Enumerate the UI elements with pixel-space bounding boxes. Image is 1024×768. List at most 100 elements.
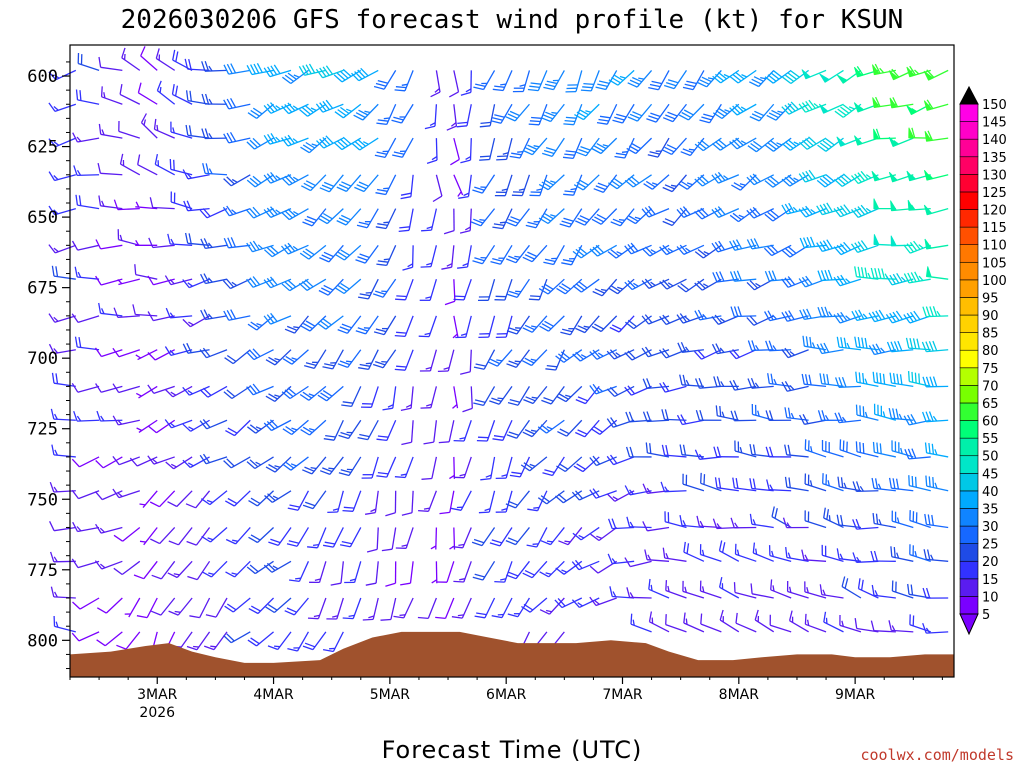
wind-barb bbox=[839, 439, 862, 458]
wind-barb bbox=[782, 517, 809, 529]
wind-barb bbox=[833, 204, 862, 218]
wind-barb bbox=[71, 558, 100, 569]
wind-barb bbox=[855, 441, 879, 458]
wind-barb bbox=[267, 631, 292, 651]
wind-barb bbox=[51, 444, 76, 458]
wind-barb bbox=[401, 490, 414, 516]
wind-barb bbox=[730, 306, 757, 318]
wind-barb bbox=[167, 233, 193, 246]
wind-barb bbox=[505, 208, 530, 227]
colorbar-segment bbox=[959, 226, 979, 245]
wind-barb bbox=[335, 244, 362, 261]
wind-barb bbox=[923, 204, 949, 216]
wind-barb bbox=[223, 131, 251, 144]
wind-barb bbox=[711, 206, 740, 218]
wind-barb bbox=[223, 309, 251, 321]
colorbar-label: 140 bbox=[982, 133, 1007, 148]
colorbar-label: 30 bbox=[982, 520, 999, 535]
wind-barb bbox=[496, 137, 513, 161]
colorbar-segment bbox=[959, 560, 979, 580]
colorbar-label: 85 bbox=[982, 327, 999, 342]
wind-barb bbox=[337, 315, 362, 334]
wind-barb bbox=[453, 174, 464, 197]
wind-barb bbox=[526, 527, 548, 548]
wind-barb bbox=[764, 174, 792, 188]
wind-barb bbox=[658, 348, 687, 359]
wind-barb bbox=[625, 446, 652, 458]
wind-barb bbox=[711, 343, 739, 355]
wind-barb bbox=[189, 597, 211, 619]
wind-barb bbox=[589, 383, 617, 395]
wind-barb bbox=[112, 456, 141, 466]
colorbar-label: 55 bbox=[982, 432, 999, 447]
wind-barb bbox=[677, 342, 704, 353]
wind-barb bbox=[495, 456, 513, 480]
wind-barb bbox=[907, 371, 931, 388]
wind-barb bbox=[129, 456, 158, 467]
wind-barb bbox=[492, 70, 513, 92]
wind-barb bbox=[786, 580, 809, 599]
wind-barb bbox=[462, 386, 473, 413]
wind-barb bbox=[784, 444, 809, 458]
wind-barb bbox=[71, 240, 100, 251]
wind-barb bbox=[801, 549, 827, 562]
wind-barb bbox=[662, 103, 687, 123]
wind-barb bbox=[246, 383, 274, 396]
y-tick-label: 675 bbox=[27, 279, 58, 299]
wind-barb bbox=[556, 385, 583, 403]
wind-barb bbox=[855, 404, 879, 421]
colorbar-label: 125 bbox=[982, 186, 1007, 201]
wind-barb bbox=[225, 527, 251, 545]
wind-barb bbox=[246, 348, 274, 361]
colorbar-label: 60 bbox=[982, 415, 999, 430]
wind-barb bbox=[373, 70, 397, 90]
wind-barb bbox=[452, 315, 459, 339]
wind-barb bbox=[225, 560, 251, 578]
wind-barb bbox=[200, 238, 228, 250]
wind-barb bbox=[749, 103, 775, 122]
wind-barb bbox=[747, 377, 774, 389]
wind-barb bbox=[823, 507, 844, 529]
wind-barb bbox=[572, 349, 600, 362]
wind-barb bbox=[391, 103, 414, 124]
wind-barb bbox=[459, 208, 472, 234]
wind-barb bbox=[610, 208, 635, 227]
wind-barb bbox=[888, 620, 914, 633]
wind-barb bbox=[781, 137, 809, 151]
wind-barb bbox=[200, 309, 228, 321]
wind-barb bbox=[781, 380, 809, 392]
wind-barb bbox=[542, 137, 565, 158]
wind-barb bbox=[373, 315, 397, 336]
wind-barb bbox=[819, 584, 844, 599]
wind-barb bbox=[132, 304, 158, 317]
wind-barb bbox=[565, 70, 583, 93]
wind-barb bbox=[851, 170, 879, 185]
colorbar-label: 130 bbox=[982, 168, 1007, 183]
wind-barb bbox=[765, 410, 792, 422]
wind-barb bbox=[472, 174, 496, 194]
y-tick-label: 775 bbox=[27, 561, 58, 581]
wind-barb bbox=[201, 60, 228, 72]
wind-barb bbox=[366, 527, 379, 553]
wind-barb bbox=[591, 137, 618, 155]
wind-barb bbox=[222, 278, 251, 290]
wind-barb bbox=[284, 315, 309, 334]
colorbar-label: 115 bbox=[982, 221, 1007, 236]
wind-barb bbox=[699, 580, 722, 599]
wind-barb bbox=[98, 302, 123, 317]
wind-barb bbox=[507, 278, 530, 299]
wind-barb bbox=[298, 278, 327, 291]
wind-barb bbox=[909, 544, 931, 562]
colorbar-segment bbox=[959, 244, 979, 263]
wind-barb bbox=[119, 83, 141, 105]
wind-barb bbox=[525, 208, 548, 229]
wind-barb bbox=[643, 174, 670, 190]
wind-barb bbox=[453, 456, 472, 479]
wind-barb bbox=[139, 527, 158, 546]
wind-barb bbox=[199, 347, 228, 359]
wind-barb bbox=[905, 337, 931, 351]
wind-barb bbox=[73, 165, 100, 177]
wind-barb bbox=[781, 347, 809, 359]
wind-barb bbox=[323, 419, 344, 441]
wind-barb bbox=[51, 265, 76, 280]
